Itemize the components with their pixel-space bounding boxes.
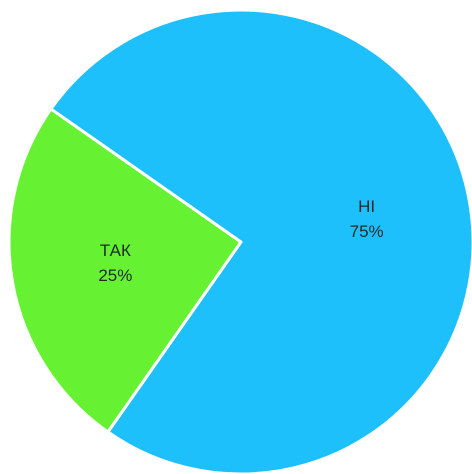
pie-labels: ТАК 25% НІ 75% [98, 197, 383, 285]
pie-slices [7, 8, 472, 474]
slice-label-2: НІ [358, 197, 375, 216]
slice-label-1: ТАК [100, 241, 131, 260]
slice-percent-label-2: 75% [350, 222, 384, 241]
pie-slice-2 [49, 8, 472, 474]
slice-percent-label-1: 25% [98, 266, 132, 285]
pie-slice-1 [7, 107, 243, 434]
